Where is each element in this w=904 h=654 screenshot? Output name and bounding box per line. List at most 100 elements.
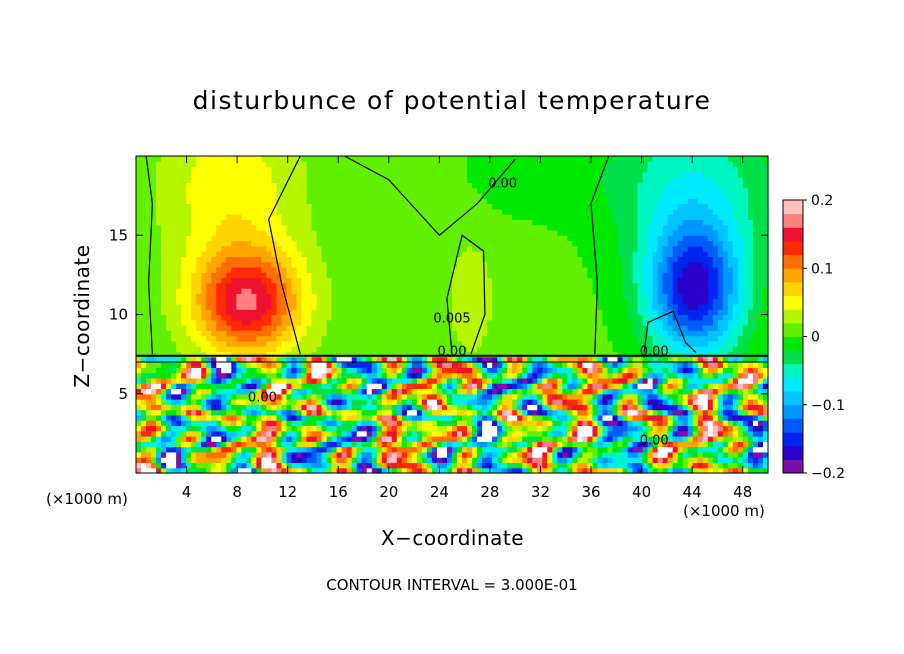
heatmap-cell: [281, 457, 288, 464]
heatmap-cell: [411, 372, 418, 379]
heatmap-cell: [391, 340, 398, 347]
heatmap-cell: [441, 377, 448, 384]
heatmap-cell: [446, 219, 453, 226]
heatmap-cell: [522, 388, 528, 395]
heatmap-cell: [146, 182, 152, 189]
heatmap-cell: [487, 319, 493, 326]
heatmap-cell: [391, 293, 398, 300]
heatmap-cell: [141, 156, 147, 162]
heatmap-cell: [391, 208, 398, 215]
heatmap-cell: [436, 177, 443, 184]
heatmap-cell: [231, 377, 237, 384]
heatmap-cell: [276, 245, 283, 252]
heatmap-cell: [446, 335, 453, 342]
heatmap-cell: [246, 388, 252, 395]
heatmap-cell: [457, 235, 463, 242]
heatmap-cell: [236, 356, 242, 363]
heatmap-cell: [206, 256, 212, 263]
heatmap-cell: [186, 293, 192, 300]
heatmap-cell: [201, 219, 207, 226]
heatmap-cell: [497, 261, 503, 268]
heatmap-cell: [136, 330, 142, 337]
heatmap-cell: [462, 404, 468, 411]
heatmap-cell: [401, 430, 408, 437]
heatmap-cell: [231, 393, 237, 400]
heatmap-cell: [241, 293, 247, 300]
heatmap-cell: [462, 388, 468, 395]
heatmap-cell: [416, 393, 423, 400]
heatmap-cell: [522, 214, 528, 220]
heatmap-cell: [472, 277, 478, 284]
heatmap-cell: [221, 219, 227, 226]
heatmap-cell: [547, 229, 553, 236]
heatmap-cell: [326, 309, 333, 316]
heatmap-cell: [221, 272, 227, 279]
heatmap-cell: [316, 261, 323, 268]
heatmap-cell: [176, 208, 182, 215]
heatmap-cell: [487, 325, 493, 331]
heatmap-cell: [512, 335, 518, 342]
heatmap-cell: [426, 171, 433, 178]
heatmap-cell: [231, 351, 237, 358]
heatmap-cell: [326, 256, 333, 263]
heatmap-cell: [446, 451, 453, 458]
heatmap-cell: [176, 203, 182, 210]
heatmap-cell: [547, 266, 553, 273]
heatmap-cell: [301, 208, 308, 215]
heatmap-cell: [301, 224, 308, 231]
heatmap-cell: [176, 383, 182, 390]
heatmap-cell: [251, 388, 257, 395]
heatmap-cell: [436, 393, 443, 400]
heatmap-cell: [271, 251, 278, 257]
heatmap-cell: [346, 462, 353, 469]
heatmap-cell: [527, 256, 533, 263]
heatmap-cell: [221, 203, 227, 210]
heatmap-cell: [226, 399, 232, 405]
heatmap-cell: [281, 372, 288, 379]
heatmap-cell: [472, 224, 478, 231]
heatmap-cell: [527, 203, 533, 210]
heatmap-cell: [406, 261, 413, 268]
heatmap-cell: [356, 256, 363, 263]
heatmap-cell: [426, 187, 433, 194]
heatmap-cell: [291, 340, 298, 347]
heatmap-cell: [331, 383, 338, 390]
heatmap-cell: [276, 451, 283, 458]
heatmap-cell: [141, 282, 147, 289]
heatmap-cell: [146, 356, 152, 363]
heatmap-cell: [241, 219, 247, 226]
heatmap-cell: [391, 309, 398, 316]
heatmap-cell: [421, 288, 428, 294]
heatmap-cell: [166, 446, 172, 453]
heatmap-cell: [266, 177, 273, 184]
heatmap-cell: [166, 425, 172, 432]
heatmap-cell: [286, 166, 293, 173]
heatmap-cell: [497, 214, 503, 220]
heatmap-cell: [472, 372, 478, 379]
heatmap-cell: [181, 272, 187, 279]
heatmap-cell: [281, 319, 288, 326]
heatmap-cell: [161, 451, 167, 458]
heatmap-cell: [361, 198, 368, 205]
heatmap-cell: [336, 219, 343, 226]
heatmap-cell: [527, 198, 533, 205]
heatmap-cell: [467, 245, 473, 252]
heatmap-cell: [512, 430, 518, 437]
heatmap-cell: [171, 377, 177, 384]
heatmap-cell: [151, 462, 157, 469]
heatmap-cell: [472, 293, 478, 300]
heatmap-cell: [266, 325, 273, 331]
heatmap-cell: [547, 436, 553, 442]
heatmap-cell: [381, 346, 388, 353]
heatmap-cell: [482, 377, 488, 384]
heatmap-cell: [517, 156, 523, 162]
heatmap-cell: [296, 414, 303, 421]
heatmap-cell: [171, 372, 177, 379]
heatmap-cell: [266, 388, 273, 395]
heatmap-cell: [507, 182, 513, 189]
heatmap-cell: [276, 203, 283, 210]
heatmap-cell: [462, 356, 468, 363]
heatmap-cell: [296, 198, 303, 205]
heatmap-cell: [161, 251, 167, 257]
heatmap-cell: [482, 441, 488, 448]
